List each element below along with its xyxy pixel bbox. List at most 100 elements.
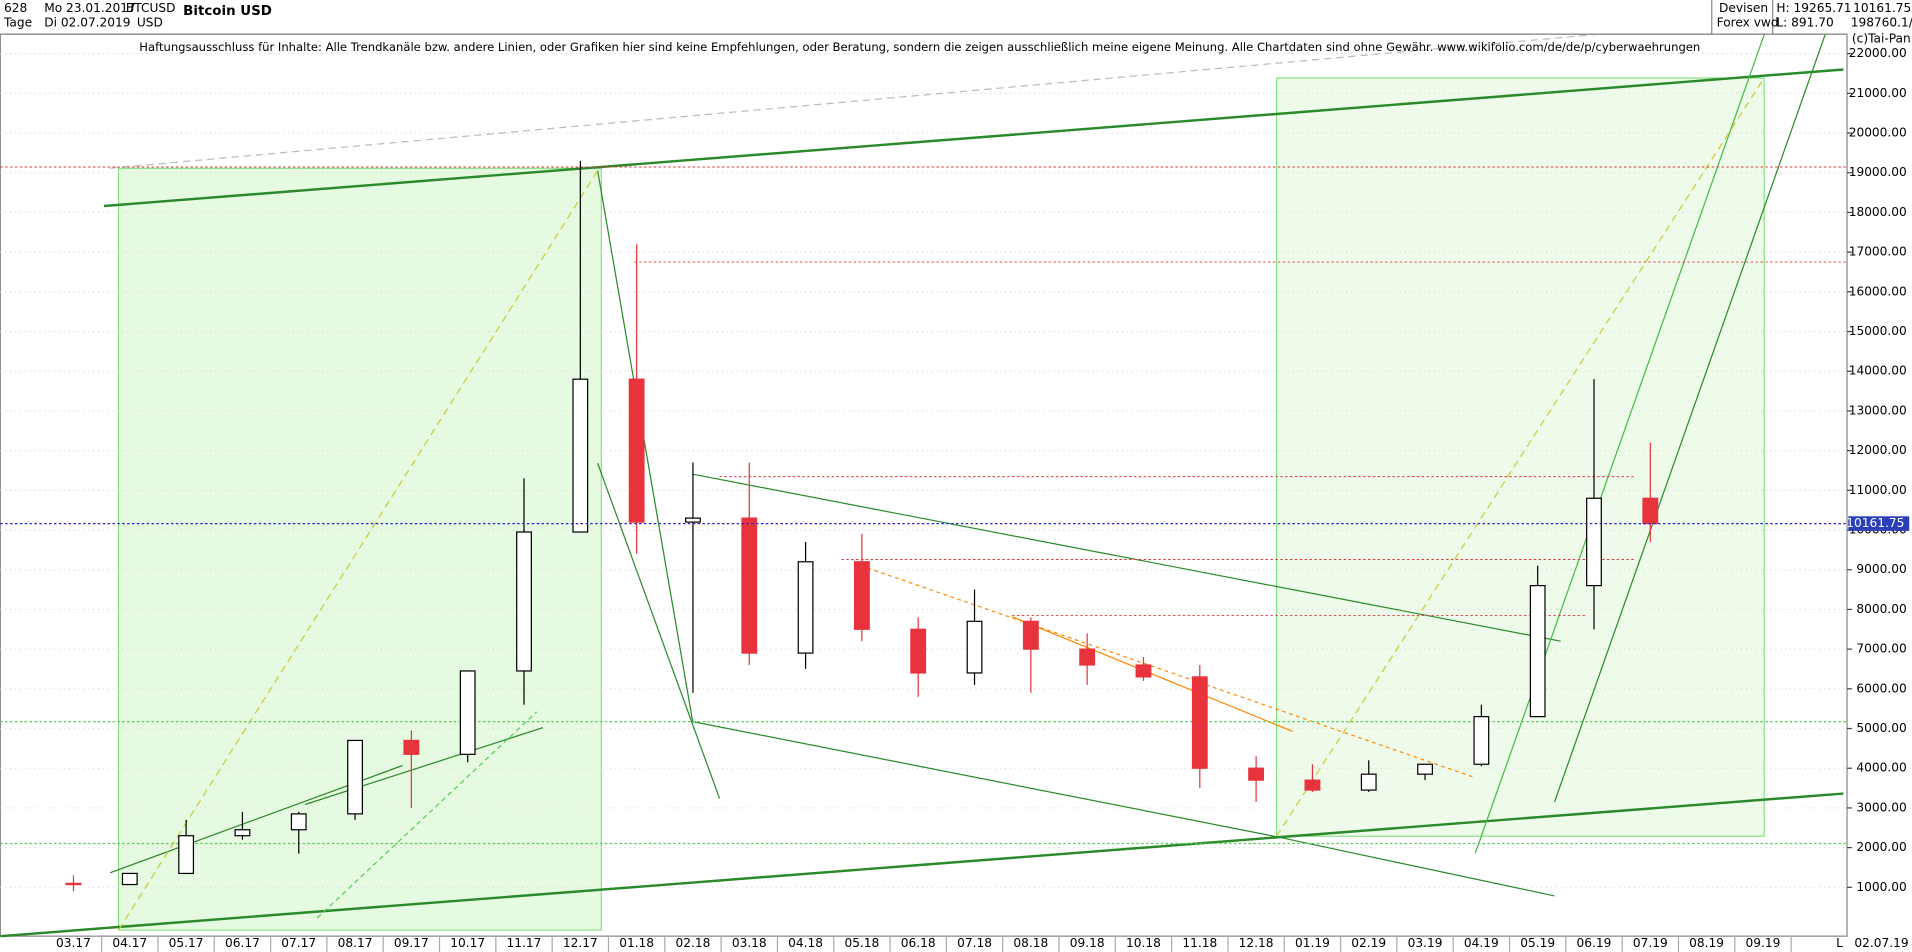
candle-body (347, 739, 363, 815)
y-tick-label: 22000.00 (1849, 46, 1907, 60)
candle-body (403, 739, 420, 755)
count: 628 (4, 1, 27, 15)
x-tick-label: 05.18 (844, 936, 879, 950)
x-tick-label: 03.18 (732, 936, 767, 950)
candle-body (1586, 497, 1602, 587)
candle-body (1473, 716, 1490, 765)
x-tick-label: 04.18 (788, 936, 823, 950)
scale-flag: L (1836, 936, 1843, 950)
y-tick-label: 4000.00 (1856, 761, 1906, 775)
x-tick-label: 11.17 (507, 936, 542, 950)
x-tick-label: 08.17 (338, 936, 373, 950)
trend-line (692, 473, 1561, 642)
candle-body (628, 378, 645, 523)
trend-line (1474, 24, 1769, 854)
trend-line (1276, 77, 1765, 837)
candle-body (685, 517, 701, 523)
trend-line (597, 170, 694, 722)
trend-line (692, 721, 1275, 837)
y-tick-label: 18000.00 (1849, 205, 1907, 219)
x-tick-label: 07.17 (281, 936, 316, 950)
start-date: Mo 23.01.2017 (44, 1, 136, 15)
trend-lines (0, 11, 1848, 938)
x-tick-label: 04.19 (1464, 936, 1499, 950)
currency: USD (137, 16, 163, 30)
y-tick-label: 19000.00 (1849, 165, 1907, 179)
candles (65, 160, 1659, 892)
low: L: 891.70 (1776, 16, 1833, 30)
candle-body (797, 561, 814, 654)
candle-body (178, 835, 195, 875)
x-tick-label: 06.19 (1577, 936, 1612, 950)
candle-body (516, 531, 532, 672)
trend-line (597, 462, 721, 799)
x-tick-label: 06.17 (225, 936, 260, 950)
x-tick-label: 01.18 (619, 936, 654, 950)
candle-body (459, 670, 476, 755)
last-price-box (1848, 516, 1910, 531)
y-tick-label: 15000.00 (1849, 324, 1907, 338)
last-price: 10161.75 (1853, 1, 1911, 15)
candle-body (121, 872, 138, 886)
trend-line (1553, 24, 1830, 803)
y-tick-label: 6000.00 (1856, 681, 1906, 695)
x-tick-label: 11.18 (1182, 936, 1217, 950)
high: H: 19265.71 (1776, 1, 1851, 15)
chart-title: Bitcoin USD (183, 4, 272, 19)
trend-line (316, 711, 538, 919)
x-tick-label: 05.19 (1520, 936, 1555, 950)
candle-body (290, 813, 307, 831)
grid (0, 53, 1848, 888)
y-tick-label: 21000.00 (1849, 86, 1907, 100)
x-tick-label: 09.18 (1070, 936, 1105, 950)
y-tick-label: 13000.00 (1849, 403, 1907, 417)
trend-line (1011, 616, 1293, 732)
y-tick-label: 3000.00 (1856, 800, 1906, 814)
trend-line (1274, 835, 1555, 897)
x-tick-label: 07.19 (1633, 936, 1668, 950)
candle-body (1304, 779, 1321, 791)
y-tick-label: 14000.00 (1849, 364, 1907, 378)
x-tick-label: 02.18 (676, 936, 711, 950)
x-tick-label: 06.18 (901, 936, 936, 950)
x-tick-label: 07.18 (957, 936, 992, 950)
candle-body (572, 378, 589, 533)
x-tick-label: 08.19 (1689, 936, 1724, 950)
candle-body (1642, 497, 1659, 525)
x-tick-label: 03.17 (56, 936, 91, 950)
trend-line (103, 68, 1844, 208)
market: Devisen (1719, 1, 1768, 15)
candle-body (1360, 773, 1377, 791)
y-tick-label: 8000.00 (1856, 602, 1906, 616)
candle-body (1022, 620, 1039, 650)
x-tick-label: 09.19 (1746, 936, 1781, 950)
y-tick-label: 1000.00 (1856, 880, 1906, 894)
trend-line (304, 727, 543, 806)
x-tick-label: 12.18 (1239, 936, 1274, 950)
y-tick-label: 20000.00 (1849, 126, 1907, 140)
x-tick-label: 03.19 (1408, 936, 1443, 950)
y-tick-label: 2000.00 (1856, 840, 1906, 854)
x-tick-label: 05.17 (169, 936, 204, 950)
candle-body (853, 561, 870, 630)
trend-line (109, 11, 1844, 169)
y-tick-label: 5000.00 (1856, 721, 1906, 735)
x-tick-label: 12.17 (563, 936, 598, 950)
y-tick-label: 7000.00 (1856, 642, 1906, 656)
candle-body (1248, 767, 1265, 781)
x-tick-label: 10.17 (450, 936, 485, 950)
x-tick-label: 04.17 (112, 936, 147, 950)
end-date: Di 02.07.2019 (44, 16, 130, 30)
candle-body (910, 628, 927, 674)
copyright: (c)Tai-Pan (1852, 32, 1911, 46)
x-tick-label: 10.18 (1126, 936, 1161, 950)
period: Tage (3, 16, 32, 30)
candle-body (1417, 763, 1433, 775)
candle-body (1529, 584, 1546, 718)
last-price-label: 10161.75 (1846, 516, 1904, 530)
x-tick-label: 08.18 (1013, 936, 1048, 950)
candle-body (234, 829, 251, 837)
y-tick-label: 17000.00 (1849, 245, 1907, 259)
disclaimer: Haftungsausschluss für Inhalte: Alle Tre… (139, 40, 1700, 54)
